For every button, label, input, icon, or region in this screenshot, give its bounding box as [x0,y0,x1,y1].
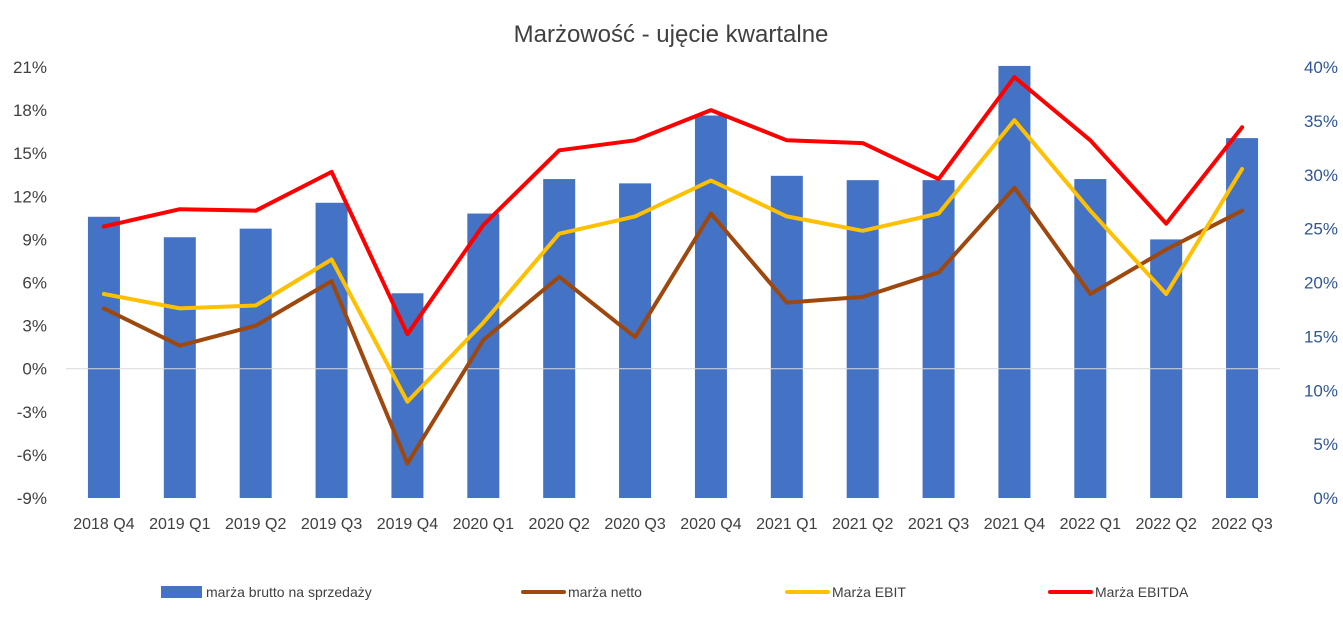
legend-label: Marża EBIT [832,584,906,600]
line-marza-ebitda [101,75,1245,337]
bar-marza-brutto [239,228,272,498]
line-series [101,75,1245,466]
legend-label: Marża EBITDA [1095,584,1189,600]
bar-marza-brutto [391,293,424,498]
bar-marza-brutto [1074,179,1107,498]
y-left-tick-label: 15% [13,144,47,163]
bar-marza-brutto [163,237,196,498]
x-tick-label: 2022 Q2 [1135,516,1196,533]
bar-marza-brutto [922,180,955,498]
bar-marza-brutto [87,216,120,498]
bar-marza-brutto [998,65,1031,499]
y-left-tick-label: 9% [22,230,47,249]
y-left-tick-label: 12% [13,187,47,206]
x-tick-label: 2022 Q3 [1211,516,1272,533]
x-tick-label: 2018 Q4 [73,516,134,533]
bar-marza-brutto [619,183,652,498]
y-left-tick-label: 6% [22,274,47,293]
chart-title: Marżowość - ujęcie kwartalne [514,21,829,48]
y-left-tick-label: 0% [22,360,47,379]
x-tick-label: 2019 Q1 [149,516,210,533]
y-axis-left: 21% 18% 15% 12% 9% 6% 3% 0% -3% -6% -9% [13,58,47,508]
y-right-tick-label: 25% [1304,220,1338,239]
y-axis-right: 40% 35% 30% 25% 20% 15% 10% 5% 0% [1304,58,1338,508]
legend-label: marża netto [568,584,642,600]
x-tick-label: 2020 Q2 [528,516,589,533]
bar-marza-brutto [543,179,576,498]
x-tick-label: 2020 Q1 [453,516,514,533]
x-tick-label: 2019 Q4 [377,516,438,533]
legend-swatch-bar [161,586,202,598]
bar-marza-brutto [315,202,348,498]
legend: marża brutto na sprzedaży marża netto Marż… [161,584,1189,600]
x-tick-label: 2021 Q3 [908,516,969,533]
bar-marza-brutto [694,115,727,499]
y-right-tick-label: 35% [1304,112,1338,131]
bar-marza-brutto [846,180,879,498]
y-right-tick-label: 10% [1304,381,1338,400]
line-marza-netto [101,185,1245,466]
y-right-tick-label: 15% [1304,327,1338,346]
y-right-tick-label: 20% [1304,274,1338,293]
y-left-tick-label: -9% [17,489,47,508]
y-left-tick-label: 18% [13,101,47,120]
x-tick-label: 2021 Q1 [756,516,817,533]
y-right-tick-label: 5% [1313,435,1338,454]
x-tick-label: 2020 Q4 [680,516,741,533]
y-left-tick-label: -6% [17,446,47,465]
bar-marza-brutto [1226,138,1259,499]
x-tick-label: 2019 Q2 [225,516,286,533]
x-tick-label: 2021 Q2 [832,516,893,533]
y-left-tick-label: 21% [13,58,47,77]
x-tick-label: 2020 Q3 [604,516,665,533]
line-marza-ebit [101,118,1245,404]
y-right-tick-label: 30% [1304,166,1338,185]
bar-marza-brutto [770,175,803,498]
x-tick-label: 2019 Q3 [301,516,362,533]
x-tick-label: 2022 Q1 [1060,516,1121,533]
y-left-tick-label: 3% [22,317,47,336]
x-axis: 2018 Q4 2019 Q1 2019 Q2 2019 Q3 2019 Q4 2020 … [73,516,1273,533]
legend-label: marża brutto na sprzedaży [206,584,372,600]
y-right-tick-label: 40% [1304,58,1338,77]
y-right-tick-label: 0% [1313,489,1338,508]
x-tick-label: 2021 Q4 [984,516,1045,533]
y-left-tick-label: -3% [17,403,47,422]
